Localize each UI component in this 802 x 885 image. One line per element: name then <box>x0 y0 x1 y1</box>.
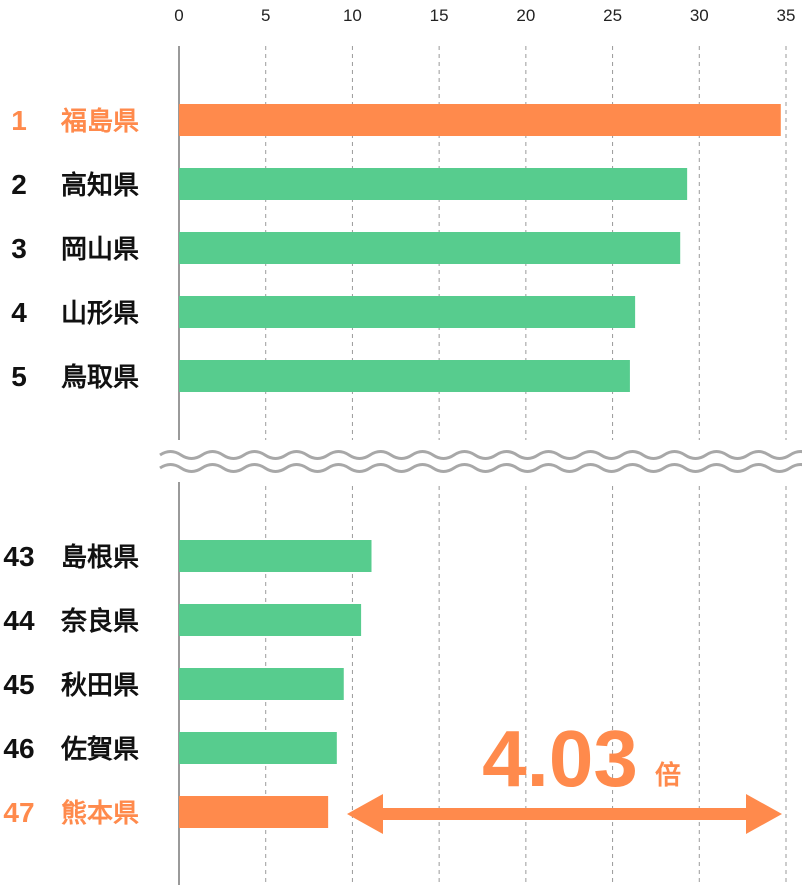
category-labels: 1 福島県 2 高知県 3 岡山県 4 山形県 5 鳥取県 43 島根県 44 奈良県 45 秋田県 46 佐賀県… <box>3 105 139 829</box>
rank-label-44: 44 <box>3 605 35 636</box>
prefecture-label-3: 岡山県 <box>61 235 139 265</box>
rank-label-43: 43 <box>3 541 34 572</box>
x-tick-label-15: 15 <box>430 6 449 25</box>
rank-label-3: 3 <box>11 233 27 264</box>
x-tick-label-25: 25 <box>603 6 622 25</box>
prefecture-label-45: 秋田県 <box>61 671 139 701</box>
axis-break <box>150 440 802 482</box>
bars <box>179 104 781 828</box>
bar-rank-46 <box>179 732 337 764</box>
rank-label-1: 1 <box>11 105 27 136</box>
bar-rank-3 <box>179 232 681 264</box>
x-tick-label-30: 30 <box>690 6 709 25</box>
prefecture-label-5: 鳥取県 <box>61 363 139 393</box>
bar-rank-47 <box>179 796 329 828</box>
prefecture-label-43: 島根県 <box>61 543 139 573</box>
x-tick-label-35: 35 <box>777 6 796 25</box>
x-tick-label-20: 20 <box>516 6 535 25</box>
axis-break-wave-bottom <box>159 463 802 473</box>
x-axis-ticks: 0 5 10 15 20 25 30 35 <box>174 6 795 25</box>
x-tick-label-10: 10 <box>343 6 362 25</box>
axis-break-gap <box>150 440 802 482</box>
bar-rank-43 <box>179 540 372 572</box>
rank-label-45: 45 <box>3 669 34 700</box>
rank-label-46: 46 <box>3 733 34 764</box>
ratio-value: 4.03 <box>482 714 638 803</box>
x-tick-label-5: 5 <box>261 6 270 25</box>
rank-label-5: 5 <box>11 361 27 392</box>
ratio-unit: 倍 <box>655 760 681 791</box>
bar-rank-45 <box>179 668 344 700</box>
ratio-annotation: 4.03 倍 <box>347 714 782 834</box>
prefecture-label-4: 山形県 <box>61 299 139 329</box>
axis-break-wave-top <box>159 450 802 460</box>
prefecture-label-44: 奈良県 <box>60 606 139 637</box>
rank-label-2: 2 <box>11 169 27 200</box>
bar-rank-1 <box>179 104 781 136</box>
double-arrow-icon <box>347 794 782 834</box>
rank-label-47: 47 <box>3 797 34 828</box>
prefecture-label-47: 熊本県 <box>61 798 139 829</box>
bar-rank-2 <box>179 168 688 200</box>
prefecture-label-2: 高知県 <box>61 170 139 201</box>
bar-rank-44 <box>179 604 362 636</box>
bar-rank-5 <box>179 360 630 392</box>
x-tick-label-0: 0 <box>174 6 183 25</box>
rank-label-4: 4 <box>11 297 27 328</box>
prefecture-label-46: 佐賀県 <box>60 735 139 765</box>
bar-rank-4 <box>179 296 636 328</box>
prefecture-label-1: 福島県 <box>60 107 139 137</box>
